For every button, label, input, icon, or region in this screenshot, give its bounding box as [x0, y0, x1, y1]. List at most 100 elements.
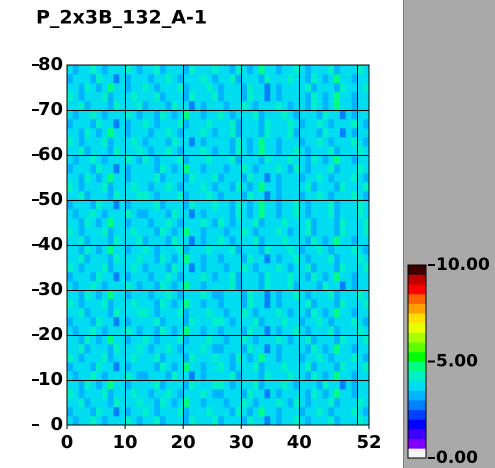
heat-cell — [276, 164, 283, 174]
heat-cell — [165, 299, 172, 309]
heat-cell — [177, 299, 184, 309]
heat-cell — [357, 335, 364, 345]
heat-cell — [351, 137, 358, 147]
heat-cell — [194, 110, 201, 120]
heat-cell — [101, 74, 108, 84]
heat-cell — [305, 308, 312, 318]
heat-cell — [154, 281, 161, 291]
heat-cell — [136, 236, 143, 246]
heat-cell — [113, 191, 120, 201]
heat-cell — [241, 407, 248, 417]
heat-cell — [90, 101, 97, 111]
heat-cell — [107, 245, 114, 255]
heat-cell — [84, 191, 91, 201]
heat-cell — [316, 344, 323, 354]
heat-cell — [252, 137, 259, 147]
heat-cell — [305, 263, 312, 273]
heat-cell — [177, 182, 184, 192]
heat-cell — [212, 92, 219, 102]
heat-cell — [177, 101, 184, 111]
heat-cell — [270, 218, 277, 228]
heat-cell — [130, 281, 137, 291]
heat-cell — [270, 263, 277, 273]
heat-cell — [339, 92, 347, 102]
heat-cell — [281, 335, 288, 345]
heat-cell — [276, 65, 283, 75]
heat-cell — [165, 416, 172, 426]
heat-cell — [101, 227, 108, 237]
heat-cell — [130, 200, 137, 210]
heat-cell — [363, 227, 370, 237]
heat-cell — [212, 173, 219, 183]
heat-cell — [258, 200, 265, 210]
heat-cell — [316, 326, 323, 336]
heat-cell — [281, 299, 288, 309]
heat-cell — [171, 407, 178, 417]
heat-cell — [334, 335, 341, 345]
heat-cell — [84, 272, 91, 282]
heat-cell — [235, 353, 242, 363]
heat-cell — [119, 83, 126, 93]
heat-cell — [252, 155, 259, 165]
heat-cell — [235, 137, 242, 147]
heat-cell — [96, 353, 103, 363]
heat-cell — [235, 326, 242, 336]
heat-cell — [316, 119, 323, 129]
heat-cell — [258, 254, 265, 264]
heat-cell — [287, 371, 294, 381]
heat-cell — [148, 281, 155, 291]
heat-cell — [229, 317, 236, 327]
heat-cell — [287, 398, 294, 408]
heat-cell — [72, 353, 79, 363]
y-tick-label: 20 — [38, 324, 63, 345]
heat-cell — [159, 209, 167, 219]
heat-cell — [101, 245, 108, 255]
heat-cell — [90, 254, 97, 264]
heat-cell — [322, 272, 329, 282]
heat-cell — [276, 119, 283, 129]
heat-cell — [252, 209, 259, 219]
heat-cell — [84, 317, 91, 327]
heat-cell — [125, 191, 132, 201]
heat-cell — [183, 137, 190, 147]
heat-cell — [223, 245, 230, 255]
heat-cell — [328, 317, 335, 327]
heat-cell — [194, 344, 201, 354]
heat-cell — [345, 299, 352, 309]
heat-cell — [264, 74, 271, 84]
y-tick-label: 40 — [38, 234, 63, 255]
heat-cell — [252, 398, 259, 408]
heat-cell — [316, 101, 323, 111]
heat-cell — [281, 362, 288, 372]
colorbar-band — [408, 438, 426, 449]
heat-cell — [299, 371, 306, 381]
heat-cell — [252, 362, 259, 372]
heat-cell — [96, 317, 103, 327]
heat-cell — [148, 164, 155, 174]
heat-cell — [188, 182, 196, 192]
heat-cell — [270, 254, 277, 264]
heat-cell — [270, 344, 277, 354]
heat-cell — [130, 245, 137, 255]
heat-cell — [310, 380, 318, 390]
heat-cell — [316, 227, 323, 237]
heat-cell — [241, 290, 248, 300]
heat-cell — [177, 344, 184, 354]
heat-cell — [351, 380, 358, 390]
heat-cell — [148, 182, 155, 192]
heat-cell — [90, 191, 97, 201]
heat-cell — [252, 335, 259, 345]
heat-cell — [322, 290, 329, 300]
heat-cell — [101, 182, 108, 192]
heat-cell — [351, 281, 358, 291]
heat-cell — [328, 191, 335, 201]
heat-cell — [276, 209, 283, 219]
heat-cell — [113, 137, 120, 147]
heat-cell — [363, 209, 370, 219]
heat-cell — [200, 110, 207, 120]
heat-cell — [276, 299, 283, 309]
heat-cell — [84, 209, 91, 219]
heat-cell — [84, 227, 91, 237]
heat-cell — [334, 353, 341, 363]
heat-cell — [119, 191, 126, 201]
